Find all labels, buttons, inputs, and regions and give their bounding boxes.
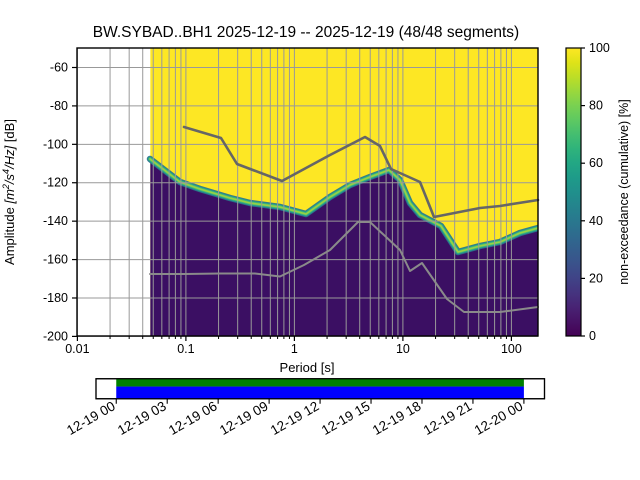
svg-text:non-exceedance (cumulative) [%: non-exceedance (cumulative) [%] (617, 99, 631, 285)
svg-text:-60: -60 (50, 61, 68, 75)
svg-text:10: 10 (396, 342, 410, 356)
svg-text:100: 100 (589, 41, 610, 55)
svg-text:BW.SYBAD..BH1 2025-12-19 --: BW.SYBAD..BH1 2025-12-19 -- 2025-12-19 (… (93, 24, 519, 41)
svg-text:12-19 18: 12-19 18 (370, 398, 424, 438)
svg-text:12-19 15: 12-19 15 (319, 398, 373, 438)
svg-text:1: 1 (291, 342, 298, 356)
svg-text:-80: -80 (50, 99, 68, 113)
svg-text:Amplitude [m2/s4/Hz] [dB]: Amplitude [m2/s4/Hz] [dB] (1, 119, 17, 265)
svg-text:80: 80 (589, 99, 603, 113)
svg-text:0: 0 (589, 329, 596, 343)
svg-text:40: 40 (589, 214, 603, 228)
svg-text:-100: -100 (43, 137, 68, 151)
svg-text:0.01: 0.01 (65, 342, 89, 356)
svg-text:-160: -160 (43, 253, 68, 267)
svg-text:12-19 12: 12-19 12 (268, 398, 322, 438)
svg-text:Period [s]: Period [s] (280, 360, 335, 375)
svg-text:12-19 06: 12-19 06 (166, 398, 220, 438)
svg-text:12-19 21: 12-19 21 (421, 398, 475, 438)
svg-text:-120: -120 (43, 176, 68, 190)
svg-text:60: 60 (589, 156, 603, 170)
svg-text:12-20 00: 12-20 00 (472, 398, 526, 438)
svg-text:12-19 00: 12-19 00 (64, 398, 118, 438)
svg-text:12-19 03: 12-19 03 (115, 398, 169, 438)
svg-text:100: 100 (501, 342, 522, 356)
svg-text:-180: -180 (43, 291, 68, 305)
svg-text:20: 20 (589, 271, 603, 285)
svg-text:0.1: 0.1 (177, 342, 194, 356)
svg-text:-140: -140 (43, 214, 68, 228)
svg-text:12-19 09: 12-19 09 (217, 398, 271, 438)
